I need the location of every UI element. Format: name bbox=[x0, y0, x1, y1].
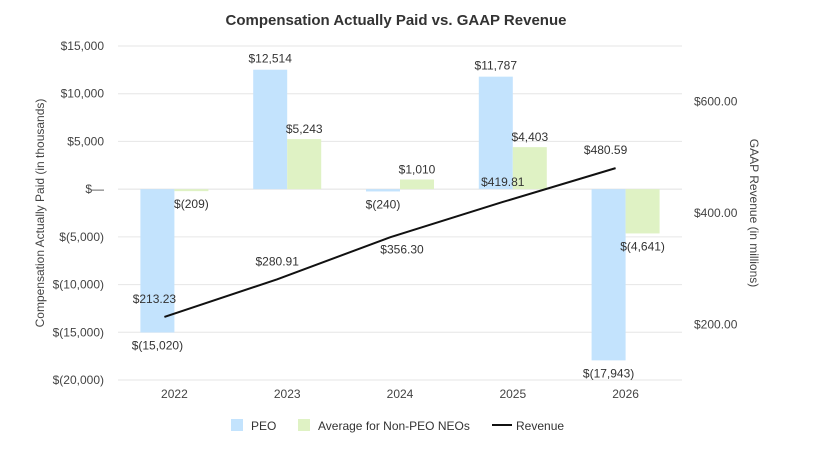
data-label-revenue: $480.59 bbox=[584, 143, 628, 157]
legend-swatch-peo bbox=[231, 419, 243, 431]
bar-non-peo bbox=[512, 147, 547, 190]
y-right-axis-title: GAAP Revenue (in millions) bbox=[747, 139, 761, 288]
y-left-tick-label: $(10,000) bbox=[53, 278, 104, 292]
legend-label-peo: PEO bbox=[251, 419, 276, 433]
chart-title: Compensation Actually Paid vs. GAAP Reve… bbox=[226, 12, 567, 29]
y-left-tick-label: $(5,000) bbox=[59, 230, 104, 244]
data-label-non-peo: $(4,641) bbox=[620, 239, 665, 253]
data-label-non-peo: $5,243 bbox=[286, 122, 323, 136]
y-left-tick-label: $10,000 bbox=[61, 87, 105, 101]
y-right-tick-label: $200.00 bbox=[694, 317, 738, 331]
x-tick-label: 2024 bbox=[387, 387, 414, 401]
legend-swatch-non-peo bbox=[298, 419, 310, 431]
bar-non-peo bbox=[400, 179, 434, 190]
bar-peo bbox=[366, 189, 400, 192]
revenue-line bbox=[164, 167, 616, 318]
y-left-tick-label: $— bbox=[85, 182, 104, 196]
legend-label-revenue: Revenue bbox=[516, 419, 564, 433]
y-left-tick-label: $(20,000) bbox=[53, 373, 104, 387]
data-label-non-peo: $4,403 bbox=[511, 130, 548, 144]
y-left-tick-label: $(15,000) bbox=[53, 325, 104, 339]
data-label-revenue: $280.91 bbox=[256, 254, 300, 268]
y-left-axis-title: Compensation Actually Paid (in thousands… bbox=[33, 99, 47, 328]
bar-non-peo bbox=[625, 189, 660, 234]
y-left-tick-label: $15,000 bbox=[61, 39, 105, 53]
data-label-non-peo: $1,010 bbox=[399, 163, 436, 177]
bar-peo bbox=[478, 76, 513, 190]
legend-label-non-peo: Average for Non-PEO NEOs bbox=[318, 419, 470, 433]
y-right-tick-label: $400.00 bbox=[694, 206, 738, 220]
data-label-peo: $11,787 bbox=[475, 59, 518, 73]
legend: PEO Average for Non-PEO NEOs Revenue bbox=[231, 419, 564, 433]
y-left-tick-label: $5,000 bbox=[67, 134, 104, 148]
bars bbox=[140, 69, 660, 361]
data-label-peo: $(240) bbox=[366, 197, 401, 211]
data-label-revenue: $356.30 bbox=[380, 242, 424, 256]
data-label-peo: $(15,020) bbox=[132, 338, 183, 352]
x-tick-label: 2022 bbox=[161, 387, 188, 401]
data-label-revenue: $419.81 bbox=[481, 175, 525, 189]
x-tick-label: 2025 bbox=[499, 387, 526, 401]
bar-peo bbox=[140, 189, 175, 333]
bar-peo bbox=[591, 189, 626, 361]
revenue-line-layer bbox=[164, 167, 616, 318]
data-label-non-peo: $(209) bbox=[174, 197, 209, 211]
data-labels: $(15,020) $12,514 $(240) $11,787 $(17,943) $(… bbox=[132, 52, 665, 381]
x-tick-label: 2023 bbox=[274, 387, 301, 401]
bar-non-peo bbox=[287, 139, 322, 190]
data-label-revenue: $213.23 bbox=[133, 292, 177, 306]
axes: $15,000 $10,000 $5,000 $— $(5,000) $(10,000) $… bbox=[53, 39, 738, 401]
bar-non-peo bbox=[174, 189, 209, 192]
x-tick-label: 2026 bbox=[612, 387, 639, 401]
bar-peo bbox=[253, 69, 288, 190]
y-right-tick-label: $600.00 bbox=[694, 95, 738, 109]
data-label-peo: $12,514 bbox=[249, 52, 293, 66]
data-label-peo: $(17,943) bbox=[583, 366, 634, 380]
gridlines bbox=[118, 45, 682, 381]
